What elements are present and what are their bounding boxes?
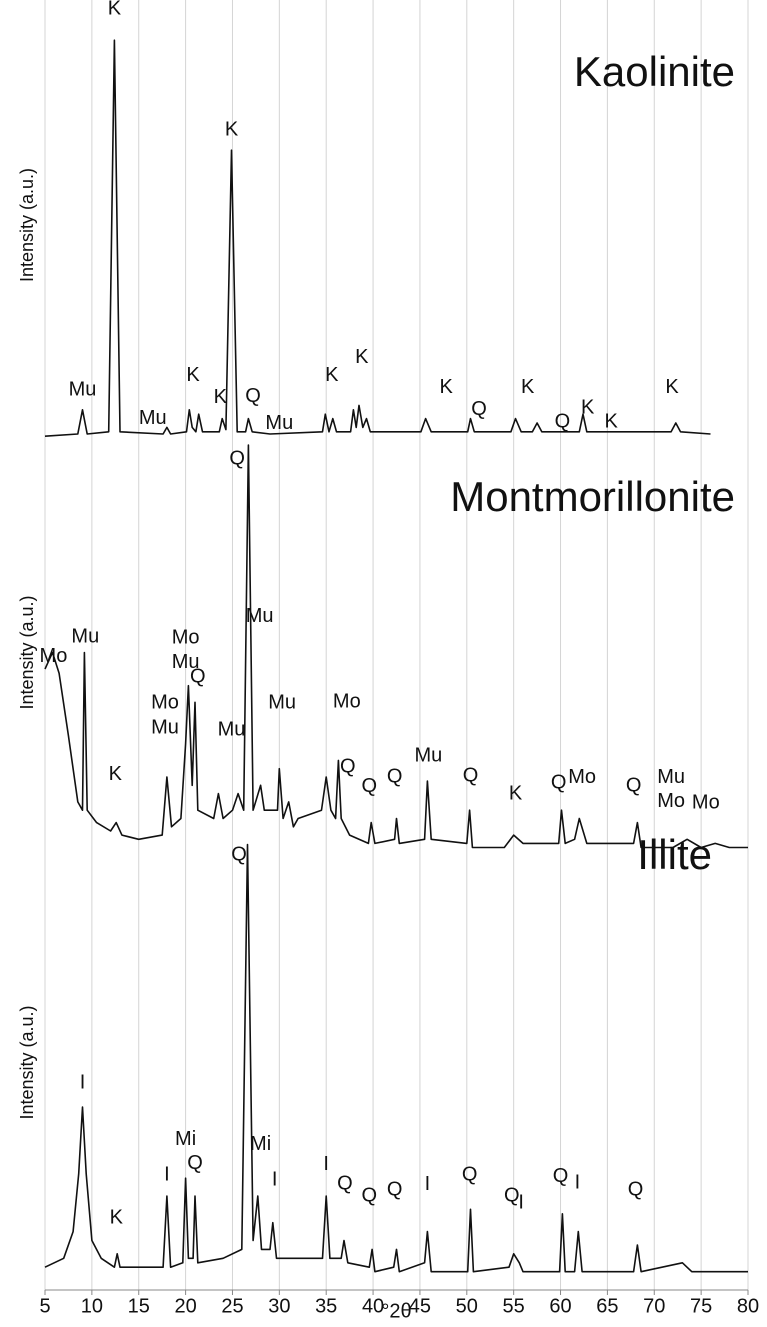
peak-label: Q (362, 775, 378, 797)
peak-label: Mo (172, 626, 200, 648)
peak-label: K (665, 376, 679, 398)
peak-label: Q (190, 666, 206, 688)
peak-label: Q (340, 755, 356, 777)
peak-label: K (225, 119, 239, 141)
x-axis-label: °2θ (381, 1300, 411, 1322)
peak-label: Mu (71, 625, 99, 647)
peak-label: K (440, 376, 454, 398)
peak-label: Mo (692, 791, 720, 813)
x-tick-label: 50 (456, 1295, 478, 1317)
panel-title: Kaolinite (574, 48, 735, 95)
x-tick-label: 20 (174, 1295, 196, 1317)
x-tick-label: 30 (268, 1295, 290, 1317)
peak-label: Mu (265, 412, 293, 434)
peak-label: Q (187, 1152, 203, 1174)
peak-label: Q (471, 398, 487, 420)
peak-label: Mu (414, 745, 442, 767)
x-tick-label: 65 (596, 1295, 618, 1317)
peak-label: Q (628, 1178, 644, 1200)
peak-label: I (518, 1191, 524, 1213)
peak-label: K (110, 1207, 124, 1229)
x-tick-label: 10 (81, 1295, 103, 1317)
peak-label: Q (387, 765, 403, 787)
x-tick-label: 5 (39, 1295, 50, 1317)
peak-label: Q (387, 1178, 403, 1200)
peak-label: Mu (139, 407, 167, 429)
peak-label: Mu (69, 378, 97, 400)
y-axis-label: Intensity (a.u.) (17, 595, 37, 709)
peak-label: I (425, 1173, 431, 1195)
peak-label: K (325, 364, 339, 386)
peak-label: I (80, 1071, 86, 1093)
peak-label: I (323, 1153, 329, 1175)
peak-label: Mu (172, 651, 200, 673)
peak-label: Mo (151, 691, 179, 713)
peak-label: K (355, 346, 369, 368)
x-tick-label: 45 (409, 1295, 431, 1317)
x-tick-label: 35 (315, 1295, 337, 1317)
peak-label: K (186, 364, 200, 386)
peak-label: K (109, 763, 123, 785)
y-axis-label: Intensity (a.u.) (17, 1005, 37, 1119)
peak-label: Q (504, 1184, 520, 1206)
x-tick-label: 25 (221, 1295, 243, 1317)
xrd-trace (44, 843, 748, 1273)
peak-label: Mi (250, 1133, 271, 1155)
peak-label: Mu (246, 605, 274, 627)
peak-label: K (581, 396, 595, 418)
peak-label: I (575, 1171, 581, 1193)
peak-label: I (164, 1163, 170, 1185)
peak-label: Mo (40, 645, 68, 667)
peak-label: Q (551, 772, 567, 794)
x-tick-label: 55 (503, 1295, 525, 1317)
peak-label: Mu (268, 691, 296, 713)
peak-label: Q (231, 843, 247, 865)
peak-label: Mu (657, 766, 685, 788)
peak-label: Q (337, 1172, 353, 1194)
panel-title: Montmorillonite (450, 473, 735, 520)
peak-label: Mo (568, 766, 596, 788)
peak-label: K (509, 782, 523, 804)
x-tick-label: 60 (549, 1295, 571, 1317)
xrd-trace (44, 444, 748, 849)
peak-label: K (108, 0, 122, 20)
x-tick-label: 15 (128, 1295, 150, 1317)
peak-label: Mo (333, 691, 361, 713)
peak-label: Q (626, 774, 642, 796)
x-tick-label: 40 (362, 1295, 384, 1317)
peak-label: Mu (218, 718, 246, 740)
y-axis-label: Intensity (a.u.) (17, 168, 37, 282)
xrd-trace (44, 39, 711, 437)
peak-label: Q (555, 410, 571, 432)
peak-label: K (214, 386, 228, 408)
peak-label: Q (245, 385, 261, 407)
x-tick-label: 75 (690, 1295, 712, 1317)
peak-label: Mo (657, 790, 685, 812)
peak-label: K (604, 410, 618, 432)
peak-label: Q (362, 1184, 378, 1206)
peak-label: I (272, 1168, 278, 1190)
peak-label: Q (553, 1165, 569, 1187)
x-tick-label: 80 (737, 1295, 759, 1317)
peak-label: Q (229, 447, 245, 469)
panel-title: Illite (637, 831, 712, 878)
x-tick-label: 70 (643, 1295, 665, 1317)
peak-label: Q (462, 1163, 478, 1185)
peak-label: K (521, 376, 535, 398)
peak-label: Mu (151, 716, 179, 738)
peak-label: Q (463, 764, 479, 786)
peak-label: Mi (175, 1128, 196, 1150)
